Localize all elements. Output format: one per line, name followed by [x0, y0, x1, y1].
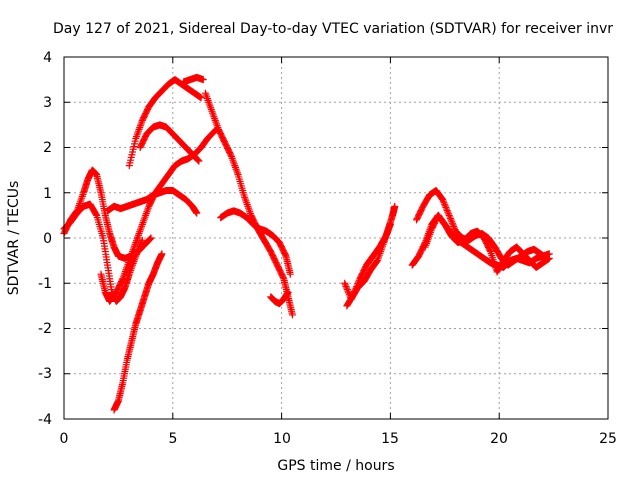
- data-point: [439, 196, 447, 204]
- x-tick-labels: 0 5 10 15 20 25: [60, 431, 617, 447]
- x-tick-label: 5: [169, 431, 178, 447]
- data-point: [444, 210, 452, 218]
- data-point: [545, 254, 553, 262]
- data-point: [343, 286, 351, 294]
- data-point: [446, 215, 454, 223]
- data-point: [354, 279, 362, 287]
- data-point: [447, 216, 455, 224]
- data-point: [443, 205, 451, 213]
- data-point: [450, 224, 458, 232]
- plot-frame: [63, 56, 609, 420]
- x-tick-label: 20: [490, 431, 508, 447]
- data-point: [355, 278, 363, 286]
- series-arc-m: [343, 220, 394, 310]
- data-point: [353, 283, 361, 291]
- data-point: [441, 200, 449, 208]
- data-point: [445, 211, 453, 219]
- data-point: [342, 282, 350, 290]
- series-arc-b: [60, 200, 146, 305]
- series-arc-g: [136, 121, 203, 165]
- data-point: [344, 287, 352, 295]
- data-point: [446, 213, 454, 221]
- data-point: [138, 238, 146, 246]
- data-point: [442, 203, 450, 211]
- data-point: [118, 276, 126, 284]
- y-tick-label: -3: [38, 366, 52, 382]
- data-point: [194, 156, 202, 164]
- data-point: [284, 288, 292, 296]
- data-point: [279, 273, 287, 281]
- data-point: [449, 221, 457, 229]
- data-point: [158, 250, 166, 258]
- data-point: [350, 289, 358, 297]
- y-tick-labels: 4 3 2 1 0 -1 -2 -3 -4: [38, 50, 52, 428]
- y-tick-label: -2: [38, 321, 52, 337]
- y-tick-label: 2: [43, 140, 52, 156]
- series-arc-e: [125, 76, 205, 170]
- series-arc-j: [267, 288, 292, 308]
- data-point: [195, 157, 203, 165]
- data-point: [343, 284, 351, 292]
- data-point: [448, 219, 456, 227]
- data-point: [147, 234, 155, 242]
- y-tick-label: 4: [43, 50, 52, 66]
- data-point: [193, 209, 201, 217]
- data-point: [132, 251, 140, 259]
- data-point: [443, 207, 451, 215]
- series-arc-p: [421, 211, 553, 276]
- data-point: [439, 197, 447, 205]
- data-point: [440, 199, 448, 207]
- data-point: [391, 202, 399, 210]
- data-point: [386, 220, 394, 228]
- x-axis-label: GPS time / hours: [277, 458, 394, 474]
- data-point: [227, 151, 235, 159]
- data-point: [349, 291, 357, 299]
- data-point: [341, 281, 349, 289]
- data-point: [448, 218, 456, 226]
- data-point: [194, 156, 202, 164]
- data-point: [341, 279, 349, 287]
- data-point: [132, 252, 140, 260]
- series-arc-d: [104, 186, 201, 217]
- data-point: [355, 276, 363, 284]
- data-point: [146, 235, 154, 243]
- data-point: [286, 270, 294, 278]
- data-point: [351, 287, 359, 295]
- data-point: [92, 210, 100, 218]
- data-point: [486, 246, 494, 254]
- data-point: [353, 281, 361, 289]
- data-point: [352, 284, 360, 292]
- y-tick-label: -1: [38, 276, 52, 292]
- y-tick-label: 0: [43, 231, 52, 247]
- data-point: [281, 251, 289, 259]
- data-point: [199, 76, 207, 84]
- series-arc-k: [110, 250, 166, 414]
- y-tick-label: 1: [43, 186, 52, 202]
- y-axis-label: SDTVAR / TECUs: [6, 181, 22, 296]
- data-point: [146, 235, 154, 243]
- data-point: [197, 94, 205, 102]
- data-points: [60, 73, 553, 414]
- series-arc-i: [217, 207, 294, 278]
- data-point: [136, 241, 144, 249]
- x-tick-label: 15: [381, 431, 399, 447]
- series-arc-f: [180, 73, 207, 86]
- data-point: [444, 208, 452, 216]
- x-tick-label: 10: [273, 431, 291, 447]
- data-point: [138, 236, 146, 244]
- data-point: [288, 311, 296, 319]
- gridlines: [64, 57, 608, 419]
- y-tick-label: 3: [43, 95, 52, 111]
- data-point: [441, 202, 449, 210]
- y-tick-label: -4: [38, 412, 52, 428]
- chart-title: Day 127 of 2021, Sidereal Day-to-day VTE…: [53, 21, 613, 37]
- data-point: [351, 286, 359, 294]
- data-point: [450, 222, 458, 230]
- series-arc-c: [97, 125, 220, 305]
- data-point: [137, 239, 145, 247]
- x-tick-label: 0: [60, 431, 69, 447]
- x-tick-label: 25: [599, 431, 617, 447]
